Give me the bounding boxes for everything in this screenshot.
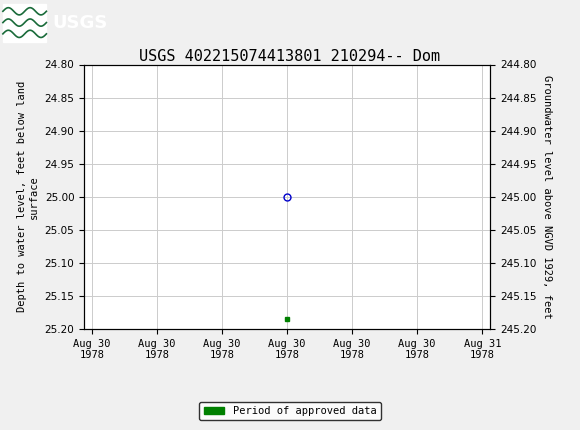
Y-axis label: Groundwater level above NGVD 1929, feet: Groundwater level above NGVD 1929, feet <box>542 75 552 319</box>
Text: USGS: USGS <box>52 14 107 31</box>
FancyBboxPatch shape <box>3 3 46 42</box>
Y-axis label: Depth to water level, feet below land
surface: Depth to water level, feet below land su… <box>17 81 39 312</box>
Legend: Period of approved data: Period of approved data <box>200 402 380 421</box>
Text: USGS 402215074413801 210294-- Dom: USGS 402215074413801 210294-- Dom <box>139 49 441 64</box>
